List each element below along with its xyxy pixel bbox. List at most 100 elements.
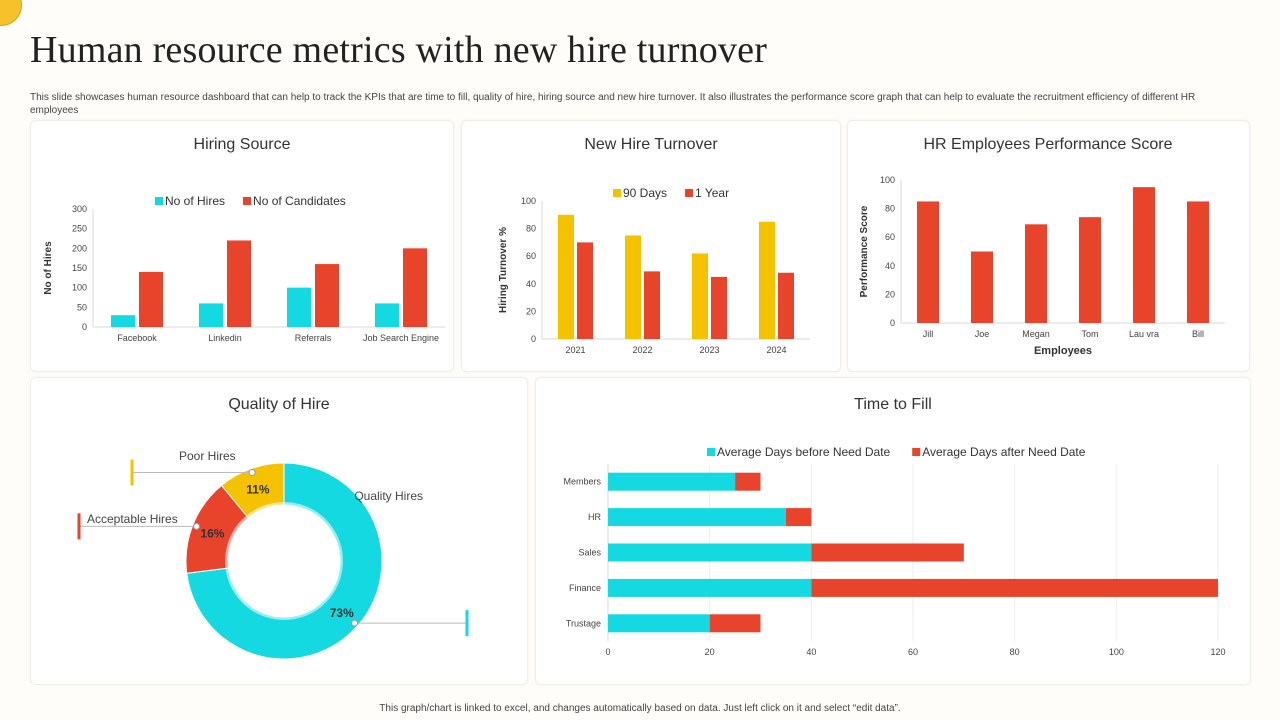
y-tick-label: 20: [885, 289, 895, 299]
y-tick-label: Finance: [569, 583, 601, 593]
y-tick-label: 200: [72, 243, 87, 253]
bar-bill[interactable]: [1187, 201, 1209, 323]
y-tick-label: 0: [531, 334, 536, 344]
bar-2023-1-year[interactable]: [711, 276, 727, 339]
y-tick-label: Trustage: [566, 618, 601, 628]
y-tick-label: 300: [72, 204, 87, 214]
x-tick-label: Jill: [923, 329, 934, 339]
bar-linkedin-no-of-candidates[interactable]: [227, 240, 251, 327]
bar-facebook-no-of-candidates[interactable]: [139, 271, 163, 327]
quality-of-hire-chart[interactable]: Quality of Hire 73% Quality Hires 16% Accept…: [31, 378, 527, 684]
bar-2021-90-days[interactable]: [558, 214, 574, 339]
bar-referrals-no-of-hires[interactable]: [287, 287, 311, 327]
callout-bar: [465, 610, 469, 637]
y-tick-label: 0: [890, 318, 895, 328]
y-tick-label: 60: [885, 232, 895, 242]
bar-lau-vra[interactable]: [1133, 187, 1155, 323]
y-axis-label: Hiring Turnover %: [498, 227, 509, 313]
corner-decoration: [0, 0, 22, 26]
callout-bar: [130, 459, 134, 486]
bar-sales-average-days-after-need-date[interactable]: [811, 543, 964, 562]
x-tick-label: 100: [1109, 647, 1124, 657]
slice-label-poor-hires: 11%: [246, 483, 270, 497]
y-tick-label: 100: [880, 175, 895, 185]
x-tick-label: Megan: [1022, 329, 1050, 339]
new-hire-turnover-card: New Hire Turnover 0 20 40 60 80 100 2021 2022 202…: [461, 120, 841, 372]
legend-swatch: [613, 189, 621, 197]
bar-trustage-average-days-before-need-date[interactable]: [608, 614, 710, 633]
performance-score-card: HR Employees Performance Score 0 20 40 60 80 1…: [847, 120, 1250, 372]
legend-swatch: [685, 189, 694, 197]
legend-swatch: [707, 448, 715, 456]
y-tick-label: 60: [526, 251, 536, 261]
y-tick-label: 100: [521, 196, 536, 206]
callout-dot: [351, 619, 359, 627]
legend-swatch: [912, 448, 921, 456]
bar-members-average-days-before-need-date[interactable]: [608, 472, 736, 491]
y-tick-label: 0: [82, 322, 87, 332]
y-axis-label: Performance Score: [859, 205, 870, 297]
legend-swatch: [243, 197, 252, 205]
y-axis-label: No of Hires: [43, 241, 54, 295]
bar-joe[interactable]: [971, 251, 993, 324]
time-to-fill-chart[interactable]: Time to Fill 0 20 40 60 80 100 120 Members HR Sale…: [536, 378, 1250, 684]
y-tick-label: HR: [588, 512, 601, 522]
footer-note: This graph/chart is linked to excel, and…: [379, 703, 901, 714]
x-tick-label: 20: [705, 647, 715, 657]
legend-label: 90 Days: [623, 186, 667, 200]
bar-megan[interactable]: [1025, 224, 1047, 323]
legend-label: Average Days before Need Date: [717, 445, 891, 459]
chart-title: New Hire Turnover: [584, 136, 718, 153]
y-tick-label: 40: [526, 279, 536, 289]
x-tick-label: Facebook: [117, 333, 157, 343]
new-hire-turnover-chart[interactable]: New Hire Turnover 0 20 40 60 80 100 2021 2022 202…: [462, 121, 840, 371]
bar-tom[interactable]: [1079, 217, 1101, 323]
bar-2024-1-year[interactable]: [778, 272, 794, 339]
legend-label: 1 Year: [695, 186, 729, 200]
bar-trustage-average-days-after-need-date[interactable]: [709, 614, 761, 633]
x-tick-label: 2021: [565, 345, 585, 355]
bar-2021-1-year[interactable]: [577, 242, 593, 339]
bar-hr-average-days-before-need-date[interactable]: [608, 508, 786, 527]
bar-sales-average-days-before-need-date[interactable]: [608, 543, 812, 562]
bar-2022-90-days[interactable]: [625, 235, 641, 340]
bar-finance-average-days-after-need-date[interactable]: [811, 578, 1218, 597]
legend-label: No of Hires: [165, 194, 225, 208]
bar-job-search-engine-no-of-hires[interactable]: [375, 303, 399, 327]
hiring-source-card: Hiring Source 0 50 100 150 200 250 300 Facebook L…: [30, 120, 454, 372]
bar-referrals-no-of-candidates[interactable]: [315, 264, 339, 327]
x-tick-label: 2024: [766, 345, 786, 355]
bar-members-average-days-after-need-date[interactable]: [735, 472, 761, 491]
bar-job-search-engine-no-of-candidates[interactable]: [403, 248, 427, 327]
y-tick-label: 40: [885, 261, 895, 271]
x-tick-label: Linkedin: [208, 333, 242, 343]
bar-2022-1-year[interactable]: [644, 271, 660, 339]
y-tick-label: 80: [526, 224, 536, 234]
y-tick-label: 250: [72, 224, 87, 234]
hiring-source-chart[interactable]: Hiring Source 0 50 100 150 200 250 300 Facebook L…: [31, 121, 453, 371]
bar-hr-average-days-after-need-date[interactable]: [785, 508, 812, 527]
bar-2024-90-days[interactable]: [759, 221, 775, 339]
callout-dot: [193, 522, 201, 530]
y-tick-label: 50: [77, 302, 87, 312]
performance-score-chart[interactable]: HR Employees Performance Score 0 20 40 60 80 1…: [848, 121, 1249, 371]
bar-finance-average-days-before-need-date[interactable]: [608, 578, 812, 597]
chart-title: Time to Fill: [854, 396, 932, 413]
legend-label: No of Candidates: [253, 194, 346, 208]
slice-label-quality-hires: 73%: [330, 606, 354, 620]
legend-label: Average Days after Need Date: [922, 445, 1086, 459]
time-to-fill-card: Time to Fill 0 20 40 60 80 100 120 Members HR Sale…: [535, 377, 1251, 685]
bar-jill[interactable]: [917, 201, 939, 323]
bar-2023-90-days[interactable]: [692, 253, 708, 339]
chart-title: HR Employees Performance Score: [924, 136, 1173, 153]
x-tick-label: 120: [1210, 647, 1225, 657]
callout-bar: [77, 513, 81, 540]
bar-linkedin-no-of-hires[interactable]: [199, 303, 223, 327]
chart-title: Hiring Source: [194, 136, 291, 153]
x-axis-label: Employees: [1034, 345, 1092, 357]
donut-inner-ring: [225, 502, 343, 620]
legend-swatch: [155, 197, 163, 205]
bar-facebook-no-of-hires[interactable]: [111, 315, 135, 327]
y-tick-label: Members: [563, 477, 601, 487]
x-tick-label: Job Search Engine: [363, 333, 439, 343]
